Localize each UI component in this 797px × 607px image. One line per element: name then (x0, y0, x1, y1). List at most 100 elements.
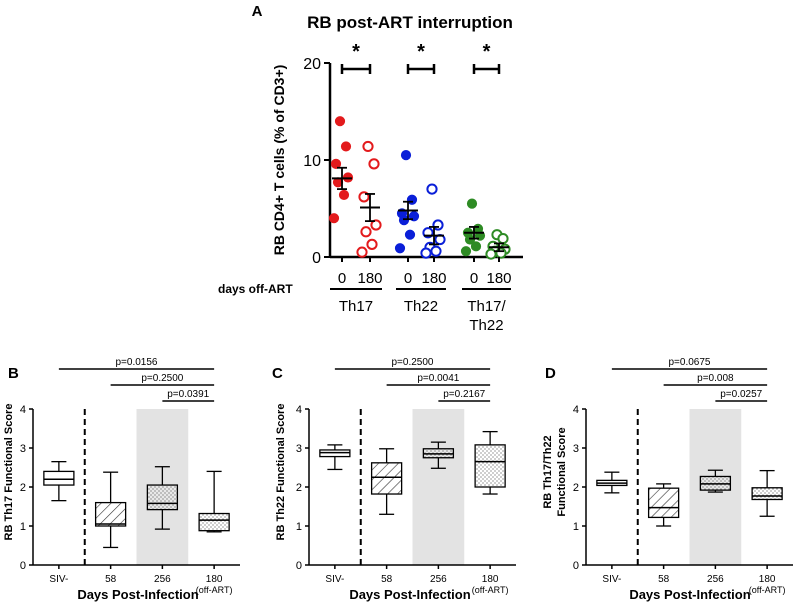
x-tick-label: SIV- (49, 574, 68, 585)
panel-letter-b: B (8, 365, 19, 382)
pvalue-label: p=0.0675 (669, 357, 711, 368)
x-tick-label: 180 (482, 574, 499, 585)
x-tick-label: 180 (486, 270, 511, 287)
data-point (464, 234, 476, 245)
x-tick-label: 180 (759, 574, 776, 585)
data-point (334, 116, 346, 127)
pvalue-label: p=0.2500 (392, 357, 434, 368)
panel-letter-c: C (272, 365, 283, 382)
panel-b-y-label: RB Th17 Functional Score (3, 404, 15, 541)
data-point (368, 158, 380, 170)
pvalue-label: p=0.2500 (141, 373, 183, 384)
panel-d-y-label-line2: Functional Score (556, 427, 568, 516)
y-tick-label: 3 (573, 443, 579, 455)
pvalue-label: p=0.0257 (720, 389, 762, 400)
data-point (330, 158, 342, 169)
y-tick-label: 2 (296, 482, 302, 494)
x-tick-sublabel: (off-ART) (196, 585, 233, 595)
x-tick-label: 0 (338, 270, 346, 287)
pvalue-label: p=0.0041 (417, 373, 459, 384)
panel-c-plot: 0 1 2 3 4 SIV- 58 256 180(off-ART) p=0.2500 p=0.00… (296, 357, 516, 595)
y-tick-label: 4 (573, 404, 579, 416)
data-point (470, 241, 482, 252)
panel-c-x-label: Days Post-Infection (349, 587, 470, 602)
panel-d-x-label: Days Post-Infection (629, 587, 750, 602)
panel-a: A RB post-ART interruption RB CD4+ T cel… (218, 3, 523, 334)
data-point (426, 183, 438, 195)
data-point (466, 198, 478, 209)
y-tick-label: 0 (296, 560, 302, 572)
y-tick-label: 20 (303, 56, 321, 73)
data-point (370, 219, 382, 231)
x-tick-label: 58 (381, 574, 393, 585)
data-point (394, 243, 406, 254)
data-point (356, 246, 368, 258)
y-tick-label: 1 (296, 521, 302, 533)
panel-c-y-label: RB Th22 Functional Score (275, 404, 287, 541)
panel-b-x-label: Days Post-Infection (77, 587, 198, 602)
y-tick-label: 0 (312, 250, 321, 267)
box (751, 487, 783, 501)
group-label: Th17 (339, 298, 373, 315)
x-tick-label: 180 (421, 270, 446, 287)
x-tick-label: 180 (206, 574, 223, 585)
data-point (497, 232, 509, 245)
data-point (360, 226, 372, 238)
panel-d-plot: 0 1 2 3 4 SIV- 58 256 180(off-ART) p=0.0675 p=0.00… (573, 357, 793, 595)
data-point (404, 229, 416, 240)
y-tick-label: 1 (20, 521, 26, 533)
panel-c: C RB Th22 Functional Score Days Post-Inf… (272, 357, 516, 602)
y-tick-label: 4 (296, 404, 302, 416)
significance-asterisk: * (417, 41, 425, 63)
box (43, 470, 75, 486)
significance-asterisk: * (483, 41, 491, 63)
y-tick-label: 2 (573, 482, 579, 494)
panel-letter-d: D (545, 365, 556, 382)
group-label-line2: Th22 (469, 317, 503, 334)
x-tick-label: 256 (430, 574, 447, 585)
pvalue-label: p=0.2167 (443, 389, 485, 400)
data-point (495, 247, 507, 259)
panel-a-plot: 0 10 20 * 0 180 Th17 * 0 180 Th22 * 0 180 Th17/Th22 (303, 41, 523, 334)
data-point (340, 141, 352, 152)
panel-d-y-label: RB Th17/Th22 (542, 435, 554, 508)
y-tick-label: 3 (20, 443, 26, 455)
y-tick-label: 3 (296, 443, 302, 455)
pvalue-label: p=0.0391 (167, 389, 209, 400)
data-point (460, 246, 472, 257)
data-point (485, 248, 497, 260)
panel-letter-a: A (252, 3, 263, 20)
y-tick-label: 2 (20, 482, 26, 494)
x-tick-label: 58 (658, 574, 670, 585)
x-tick-label: SIV- (325, 574, 344, 585)
significance-asterisk: * (352, 41, 360, 63)
pvalue-label: p=0.0156 (116, 357, 158, 368)
x-tick-label: 256 (154, 574, 171, 585)
x-tick-sublabel: (off-ART) (749, 585, 786, 595)
data-point (398, 215, 410, 226)
x-tick-label: 0 (470, 270, 478, 287)
y-tick-label: 0 (573, 560, 579, 572)
y-tick-label: 10 (303, 153, 321, 170)
data-point (366, 238, 378, 250)
x-tick-label: 180 (357, 270, 382, 287)
y-tick-label: 4 (20, 404, 26, 416)
box (146, 484, 179, 511)
x-tick-label: 256 (707, 574, 724, 585)
group-label: Th17/ (467, 298, 506, 315)
data-point (430, 245, 442, 257)
x-tick-label: 0 (404, 270, 412, 287)
pvalue-label: p=0.008 (697, 373, 734, 384)
box (370, 462, 403, 495)
days-off-art-caption: days off-ART (218, 282, 293, 296)
panel-a-y-label: RB CD4+ T cells (% of CD3+) (271, 65, 287, 256)
y-tick-label: 0 (20, 560, 26, 572)
x-tick-label: SIV- (602, 574, 621, 585)
x-tick-label: 58 (105, 574, 117, 585)
panel-d: D RB Th17/Th22 Functional Score Days Pos… (542, 357, 793, 602)
panel-b: B RB Th17 Functional Score Days Post-Inf… (3, 357, 240, 602)
box (94, 501, 127, 527)
data-point (338, 189, 350, 201)
panel-b-plot: 0 1 2 3 4 SIV- 58 256 180(off-ART) p=0.0156 p=0.25… (20, 357, 240, 595)
